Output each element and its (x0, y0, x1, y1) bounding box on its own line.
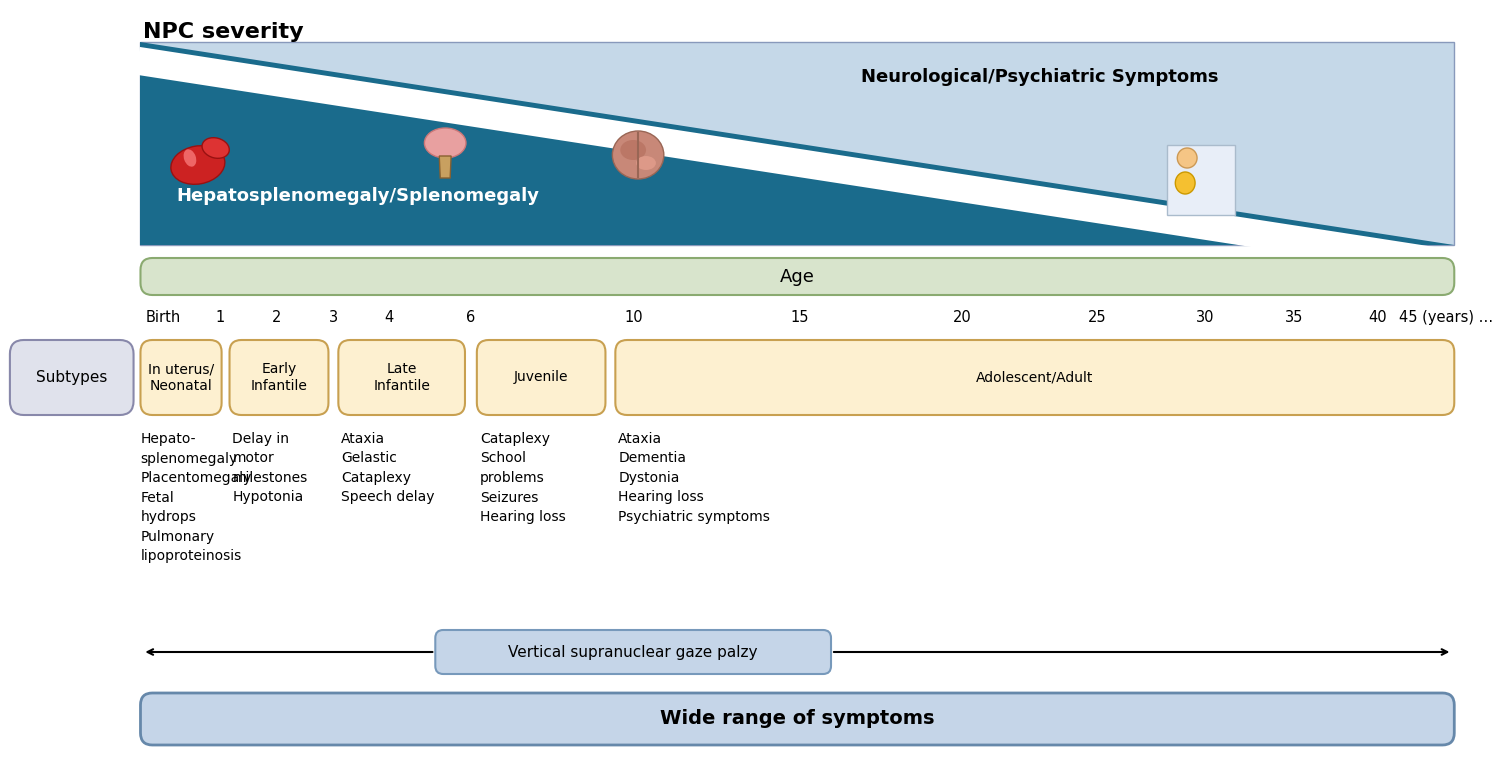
FancyBboxPatch shape (616, 340, 1454, 415)
Text: 10: 10 (625, 310, 643, 325)
Text: 45 (years) …: 45 (years) … (1400, 310, 1493, 325)
FancyBboxPatch shape (141, 258, 1454, 295)
Polygon shape (135, 47, 1454, 278)
Text: 4: 4 (385, 310, 394, 325)
Text: Ataxia
Dementia
Dystonia
Hearing loss
Psychiatric symptoms: Ataxia Dementia Dystonia Hearing loss Ps… (619, 432, 771, 524)
Text: Ataxia
Gelastic
Cataplexy
Speech delay: Ataxia Gelastic Cataplexy Speech delay (341, 432, 434, 505)
Text: NPC severity: NPC severity (144, 22, 303, 42)
Text: 25: 25 (1087, 310, 1107, 325)
Text: Cataplexy
School
problems
Seizures
Hearing loss: Cataplexy School problems Seizures Heari… (479, 432, 566, 524)
Text: Subtypes: Subtypes (36, 370, 107, 385)
FancyBboxPatch shape (338, 340, 466, 415)
Ellipse shape (425, 128, 466, 158)
Ellipse shape (171, 146, 225, 184)
Polygon shape (141, 42, 1454, 245)
Polygon shape (439, 156, 451, 178)
Text: 3: 3 (329, 310, 338, 325)
Text: Juvenile: Juvenile (514, 370, 568, 385)
FancyBboxPatch shape (141, 693, 1454, 745)
Text: Hepato-
splenomegaly
Placentomegaly
Fetal
hydrops
Pulmonary
lipoproteinosis: Hepato- splenomegaly Placentomegaly Feta… (141, 432, 252, 563)
Text: 35: 35 (1284, 310, 1304, 325)
Text: Adolescent/Adult: Adolescent/Adult (976, 370, 1093, 385)
Text: Neurological/Psychiatric Symptoms: Neurological/Psychiatric Symptoms (861, 68, 1218, 86)
Text: Vertical supranuclear gaze palzy: Vertical supranuclear gaze palzy (508, 644, 759, 660)
Text: 15: 15 (790, 310, 808, 325)
Text: Hepatosplenomegaly/Splenomegaly: Hepatosplenomegaly/Splenomegaly (176, 187, 539, 205)
Ellipse shape (613, 131, 664, 179)
Text: Delay in
motor
milestones
Hypotonia: Delay in motor milestones Hypotonia (233, 432, 308, 505)
Text: In uterus/
Neonatal: In uterus/ Neonatal (149, 362, 215, 392)
Text: 6: 6 (466, 310, 476, 325)
FancyBboxPatch shape (11, 340, 134, 415)
Text: Age: Age (780, 267, 814, 285)
Polygon shape (141, 42, 1454, 245)
FancyBboxPatch shape (141, 340, 222, 415)
Ellipse shape (637, 156, 656, 170)
FancyBboxPatch shape (476, 340, 605, 415)
Polygon shape (1167, 145, 1235, 215)
Ellipse shape (620, 140, 646, 160)
Circle shape (1178, 148, 1197, 168)
Ellipse shape (1175, 172, 1196, 194)
Ellipse shape (203, 137, 230, 159)
Text: 40: 40 (1368, 310, 1388, 325)
Text: Late
Infantile: Late Infantile (372, 362, 430, 392)
Text: 30: 30 (1196, 310, 1214, 325)
Ellipse shape (183, 150, 197, 167)
FancyBboxPatch shape (436, 630, 831, 674)
Text: 1: 1 (215, 310, 224, 325)
FancyBboxPatch shape (230, 340, 329, 415)
Text: Wide range of symptoms: Wide range of symptoms (661, 710, 934, 729)
Text: Early
Infantile: Early Infantile (251, 362, 308, 392)
Text: 2: 2 (272, 310, 282, 325)
Text: 20: 20 (954, 310, 972, 325)
Text: Birth: Birth (146, 310, 180, 325)
